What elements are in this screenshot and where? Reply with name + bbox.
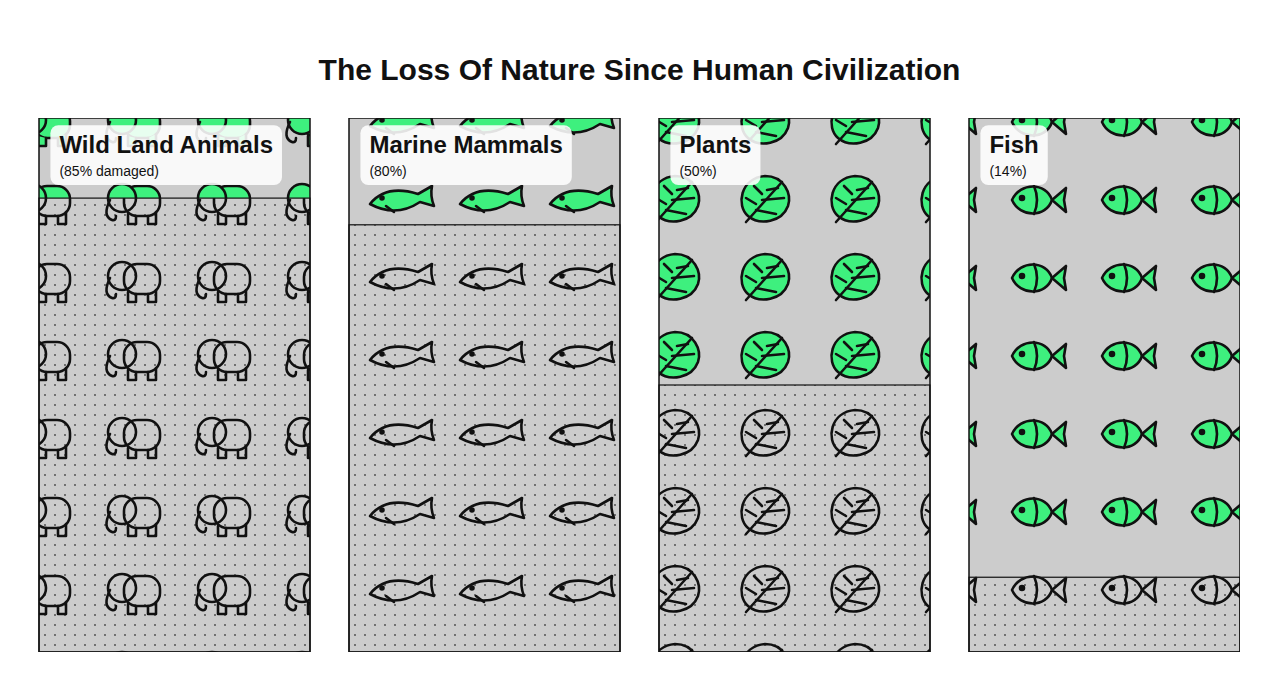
svg-text:(50%): (50%) bbox=[679, 163, 716, 179]
svg-text:(85% damaged): (85% damaged) bbox=[59, 163, 159, 179]
svg-text:Fish: Fish bbox=[989, 131, 1038, 158]
svg-text:(80%): (80%) bbox=[369, 163, 406, 179]
svg-text:Plants: Plants bbox=[679, 131, 751, 158]
svg-text:The Loss Of Nature Since Human: The Loss Of Nature Since Human Civilizat… bbox=[319, 53, 961, 86]
svg-text:Wild Land Animals: Wild Land Animals bbox=[59, 131, 273, 158]
svg-text:Marine Mammals: Marine Mammals bbox=[369, 131, 562, 158]
svg-text:(14%): (14%) bbox=[989, 163, 1026, 179]
